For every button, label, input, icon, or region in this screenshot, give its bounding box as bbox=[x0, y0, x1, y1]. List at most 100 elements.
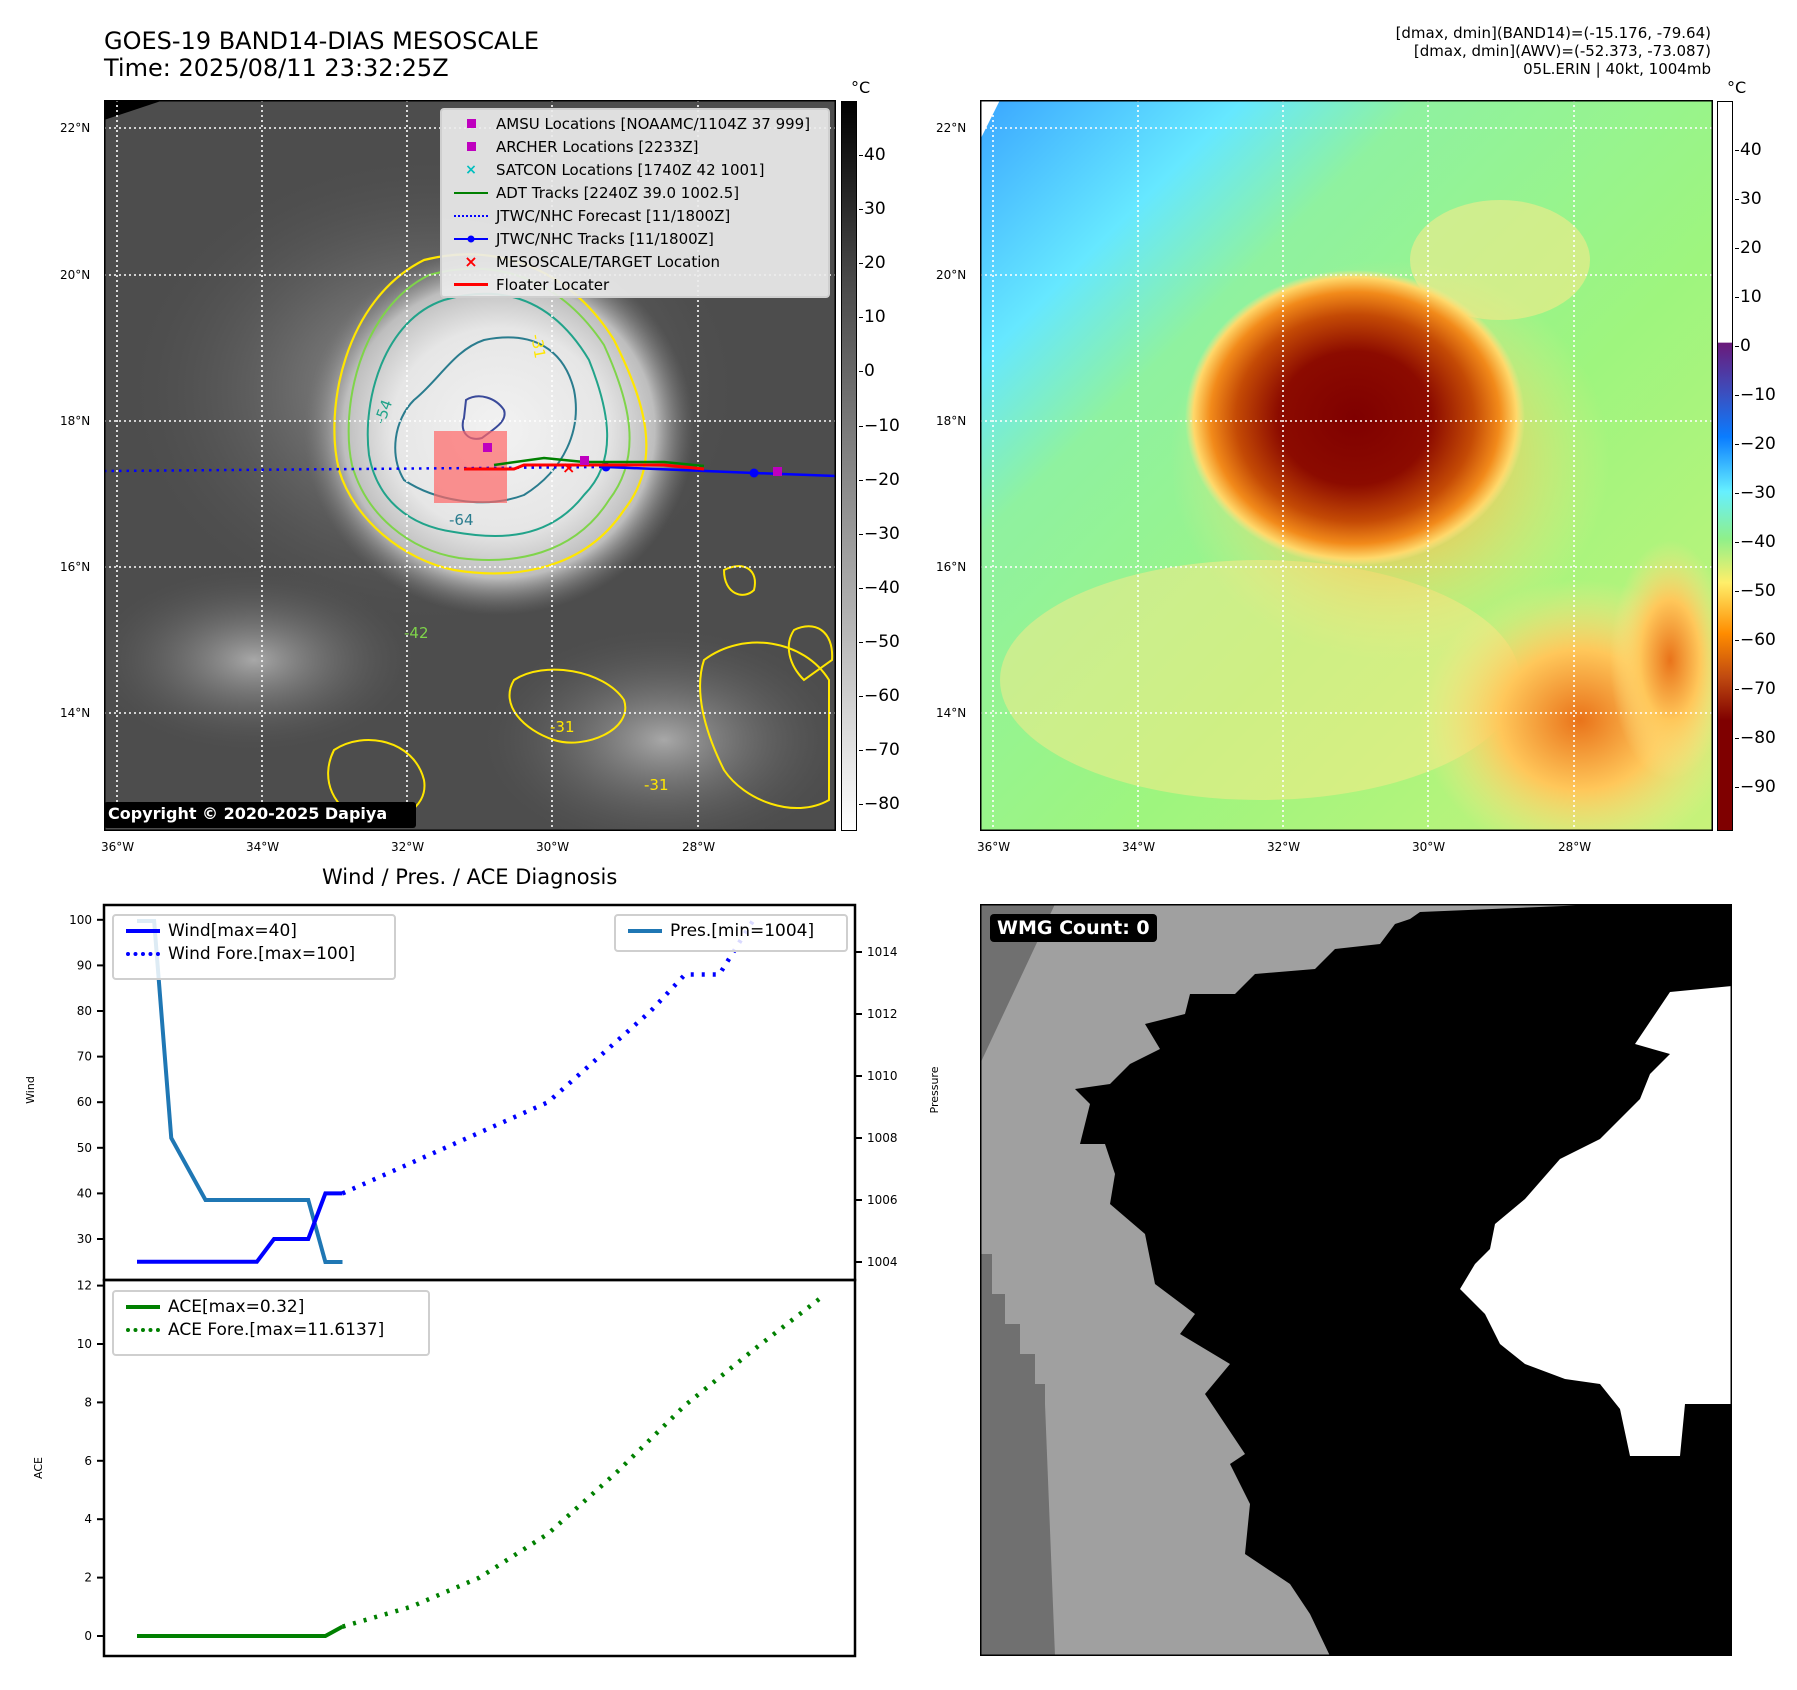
cyan-x-icon: × bbox=[465, 161, 477, 178]
contour-minus31 bbox=[333, 253, 648, 575]
colorbar-tick-mark bbox=[859, 263, 863, 265]
wind-forecast-line bbox=[341, 918, 756, 1196]
lon-tick: 32°W bbox=[391, 840, 425, 854]
steelblue-line-icon bbox=[620, 921, 670, 941]
copyright-text: Copyright © 2020-2025 Dapiya bbox=[108, 804, 388, 823]
colorbar-tick-label: −80 bbox=[864, 794, 900, 815]
wmg-dark-gray-region bbox=[980, 1404, 1055, 1656]
contour-cell bbox=[508, 668, 627, 744]
pressure-axis-label: Pressure bbox=[928, 1066, 941, 1113]
contour-cell bbox=[699, 641, 830, 809]
colorbar-tick-label: −80 bbox=[1740, 728, 1776, 748]
wind-tick-label: 60 bbox=[77, 1095, 92, 1109]
colorbar-tick-label: −50 bbox=[1740, 581, 1776, 601]
colorbar-tick-mark bbox=[859, 750, 863, 752]
pressure-tick-label: 1006 bbox=[867, 1193, 898, 1207]
color-enhanced-map[interactable] bbox=[980, 100, 1713, 831]
ace-line bbox=[137, 1624, 344, 1638]
colorbar-tick-label: 40 bbox=[864, 145, 886, 165]
blue-line-icon bbox=[118, 921, 168, 941]
contour-label: -64 bbox=[449, 511, 474, 529]
legend-item-jtwc-forecast: JTWC/NHC Forecast [11/1800Z] bbox=[446, 204, 824, 227]
legend-item-target: × MESOSCALE/TARGET Location bbox=[446, 250, 824, 273]
colorbar-tick-label: −90 bbox=[1740, 777, 1776, 797]
colorbar-tick-mark bbox=[1735, 493, 1739, 494]
blue-line-dot-icon bbox=[446, 229, 496, 249]
colorbar-tick-label: −30 bbox=[1740, 483, 1776, 503]
contour-minus42 bbox=[347, 267, 631, 561]
ace-axis-label: ACE bbox=[32, 1457, 45, 1479]
legend-item-adt: ADT Tracks [2240Z 39.0 1002.5] bbox=[446, 181, 824, 204]
wind-tick-label: 40 bbox=[77, 1186, 92, 1200]
legend-item-archer: ARCHER Locations [2233Z] bbox=[446, 135, 824, 158]
wmg-count-badge: WMG Count: 0 bbox=[990, 914, 1157, 942]
wind-tick-label: 80 bbox=[77, 1004, 92, 1018]
green-dotted-line-icon bbox=[118, 1320, 168, 1340]
wind-legend: Wind[max=40] Wind Fore.[max=100] bbox=[112, 914, 396, 980]
lat-tick: 20°N bbox=[60, 268, 91, 282]
colorbar-tick-label: −20 bbox=[1740, 434, 1776, 454]
colorbar-tick-mark bbox=[1735, 248, 1739, 249]
ace-tick-label: 2 bbox=[84, 1571, 92, 1585]
pressure-tick-label: 1010 bbox=[867, 1069, 898, 1083]
colorbar-tick-label: −10 bbox=[864, 415, 900, 436]
info-storm-summary: 05L.ERIN | 40kt, 1004mb bbox=[1523, 60, 1711, 78]
pressure-legend: Pres.[min=1004] bbox=[614, 914, 848, 952]
lat-tick: 14°N bbox=[60, 706, 91, 720]
ace-legend: ACE[max=0.32] ACE Fore.[max=11.6137] bbox=[112, 1290, 430, 1356]
track-legend: AMSU Locations [NOAAMC/1104Z 37 999] ARC… bbox=[440, 108, 830, 298]
pressure-tick-label: 1008 bbox=[867, 1131, 898, 1145]
colorbar-tick-label: −60 bbox=[1740, 630, 1776, 650]
cloud-band-se bbox=[484, 630, 836, 831]
no-data-corner bbox=[980, 100, 1000, 140]
ace-tick-label: 12 bbox=[77, 1279, 92, 1293]
colorbar-tick-mark bbox=[1735, 395, 1739, 396]
colorbar-tick-mark bbox=[1735, 542, 1739, 543]
pressure-tick-label: 1012 bbox=[867, 1007, 898, 1021]
title-line-1: GOES-19 BAND14-DIAS MESOSCALE bbox=[104, 27, 540, 55]
colorbar-tick-mark bbox=[859, 479, 863, 481]
colorbar-tick-label: 40 bbox=[1740, 140, 1762, 160]
legend-item-jtwc-tracks: JTWC/NHC Tracks [11/1800Z] bbox=[446, 227, 824, 250]
magenta-square-icon bbox=[446, 114, 496, 134]
lat-tick: 16°N bbox=[936, 560, 967, 574]
lon-tick: 30°W bbox=[536, 840, 570, 854]
contour-cell bbox=[787, 625, 834, 682]
colorbar-tick-label: 0 bbox=[864, 361, 875, 382]
ace-axes-frame bbox=[102, 1278, 857, 1658]
colorbar-tick-mark bbox=[859, 533, 863, 535]
colorbar-tick-label: 10 bbox=[864, 307, 886, 328]
wind-line bbox=[137, 1191, 343, 1264]
graticule bbox=[980, 100, 1713, 831]
colorbar-tick-mark bbox=[1735, 591, 1739, 592]
colorbar-tick-mark bbox=[1735, 738, 1739, 739]
diagnosis-chart: 1009080706050403010141012101010081006100… bbox=[24, 903, 941, 1658]
contour-label: -31 bbox=[527, 333, 549, 360]
lon-tick: 32°W bbox=[1267, 840, 1301, 854]
wind-tick-label: 70 bbox=[77, 1050, 92, 1064]
mesoscale-target-marker: × bbox=[562, 458, 575, 477]
green-line-icon bbox=[118, 1297, 168, 1317]
contour-minus54 bbox=[366, 292, 609, 538]
legend-item-pressure: Pres.[min=1004] bbox=[620, 919, 842, 942]
colorbar-tick-mark bbox=[1735, 444, 1739, 445]
colorbar-tick-label: −60 bbox=[864, 686, 900, 706]
colorbar-tick-label: −10 bbox=[1740, 385, 1776, 405]
wmg-dark-gray-region bbox=[980, 904, 1055, 1064]
colorbar-tick-mark bbox=[859, 209, 863, 211]
info-awv-range: [dmax, dmin](AWV)=(-52.373, -73.087) bbox=[1413, 42, 1711, 60]
magenta-square-icon bbox=[446, 137, 496, 157]
lat-tick: 18°N bbox=[60, 414, 91, 428]
lat-tick: 18°N bbox=[936, 414, 967, 428]
colorbar-tick-label: 20 bbox=[1740, 238, 1762, 258]
legend-item-floater: Floater Locater bbox=[446, 273, 824, 296]
colorbar-tick-mark bbox=[1735, 346, 1739, 347]
colorbar-tick-mark bbox=[859, 696, 863, 697]
lon-tick: 36°W bbox=[977, 840, 1011, 854]
lon-tick: 28°W bbox=[1558, 840, 1592, 854]
lon-tick: 30°W bbox=[1412, 840, 1446, 854]
colorbar-tick-mark bbox=[859, 317, 863, 319]
storm-info: [dmax, dmin](BAND14)=(-15.176, -79.64) [… bbox=[1396, 24, 1711, 78]
lat-tick: 22°N bbox=[936, 121, 967, 135]
lat-tick: 22°N bbox=[60, 121, 91, 135]
